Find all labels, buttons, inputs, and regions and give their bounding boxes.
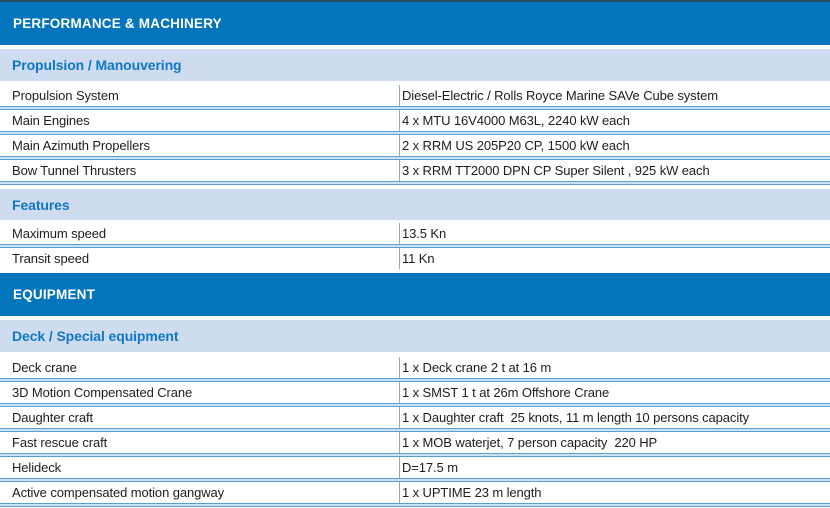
features-rows: Maximum speed 13.5 Kn Transit speed 11 K… — [0, 223, 830, 269]
subsection-title-features: Features — [12, 196, 70, 213]
table-row: 3D Motion Compensated Crane 1 x SMST 1 t… — [0, 382, 830, 403]
row-separator — [0, 428, 830, 432]
table-row: Transit speed 11 Kn — [0, 248, 830, 269]
row-separator — [0, 156, 830, 160]
propulsion-rows: Propulsion System Diesel-Electric / Roll… — [0, 85, 830, 185]
row-label: Maximum speed — [12, 226, 107, 241]
row-value: 1 x Deck crane 2 t at 16 m — [402, 360, 552, 375]
row-value: 1 x MOB waterjet, 7 person capacity 220 … — [402, 435, 658, 450]
row-value: D=17.5 m — [402, 460, 458, 475]
row-separator — [0, 453, 830, 457]
section-header-performance-title: PERFORMANCE & MACHINERY — [13, 16, 222, 31]
row-value: 13.5 Kn — [402, 226, 447, 241]
table-row: Bow Tunnel Thrusters 3 x RRM TT2000 DPN … — [0, 160, 830, 181]
table-row: Propulsion System Diesel-Electric / Roll… — [0, 85, 830, 106]
row-value: 1 x UPTIME 23 m length — [402, 485, 542, 500]
table-row: Main Engines 4 x MTU 16V4000 M63L, 2240 … — [0, 110, 830, 131]
row-separator — [0, 131, 830, 135]
row-separator — [0, 181, 830, 185]
section-header-equipment: EQUIPMENT — [0, 273, 830, 316]
row-label: Transit speed — [12, 251, 89, 266]
row-separator — [0, 106, 830, 110]
row-separator — [0, 244, 830, 248]
row-value: 1 x SMST 1 t at 26m Offshore Crane — [402, 385, 610, 400]
subsection-band-propulsion: Propulsion / Manouvering — [0, 49, 830, 81]
subsection-band-features: Features — [0, 189, 830, 220]
row-separator — [0, 503, 830, 507]
top-border-line — [0, 0, 830, 2]
row-label: Main Azimuth Propellers — [12, 138, 150, 153]
row-separator — [0, 478, 830, 482]
row-label: Propulsion System — [12, 88, 119, 103]
row-separator — [0, 378, 830, 382]
column-divider-line — [399, 85, 400, 185]
row-label: Daughter craft — [12, 410, 93, 425]
table-row: Fast rescue craft 1 x MOB waterjet, 7 pe… — [0, 432, 830, 453]
row-label: Main Engines — [12, 113, 90, 128]
row-value: Diesel-Electric / Rolls Royce Marine SAV… — [402, 88, 718, 103]
table-row: Active compensated motion gangway 1 x UP… — [0, 482, 830, 503]
row-label: Bow Tunnel Thrusters — [12, 163, 137, 178]
subsection-band-deck: Deck / Special equipment — [0, 320, 830, 352]
section-header-performance: PERFORMANCE & MACHINERY — [0, 2, 830, 45]
row-label: Deck crane — [12, 360, 77, 375]
row-separator — [0, 403, 830, 407]
column-divider-line — [399, 357, 400, 507]
table-row: Daughter craft 1 x Daughter craft 25 kno… — [0, 407, 830, 428]
row-label: 3D Motion Compensated Crane — [12, 385, 193, 400]
row-value: 11 Kn — [402, 251, 435, 266]
row-value: 3 x RRM TT2000 DPN CP Super Silent , 925… — [402, 163, 710, 178]
table-row: Deck crane 1 x Deck crane 2 t at 16 m — [0, 357, 830, 378]
deck-rows: Deck crane 1 x Deck crane 2 t at 16 m 3D… — [0, 357, 830, 507]
row-value: 1 x Daughter craft 25 knots, 11 m length… — [402, 410, 750, 425]
section-header-equipment-title: EQUIPMENT — [13, 287, 96, 302]
row-label: Active compensated motion gangway — [12, 485, 225, 500]
table-row: Maximum speed 13.5 Kn — [0, 223, 830, 244]
row-label: Fast rescue craft — [12, 435, 108, 450]
row-label: Helideck — [12, 460, 62, 475]
row-value: 4 x MTU 16V4000 M63L, 2240 kW each — [402, 113, 630, 128]
subsection-title-deck: Deck / Special equipment — [12, 328, 179, 344]
row-value: 2 x RRM US 205P20 CP, 1500 kW each — [402, 138, 630, 153]
subsection-title-propulsion: Propulsion / Manouvering — [12, 57, 182, 73]
table-row: Main Azimuth Propellers 2 x RRM US 205P2… — [0, 135, 830, 156]
table-row: Helideck D=17.5 m — [0, 457, 830, 478]
